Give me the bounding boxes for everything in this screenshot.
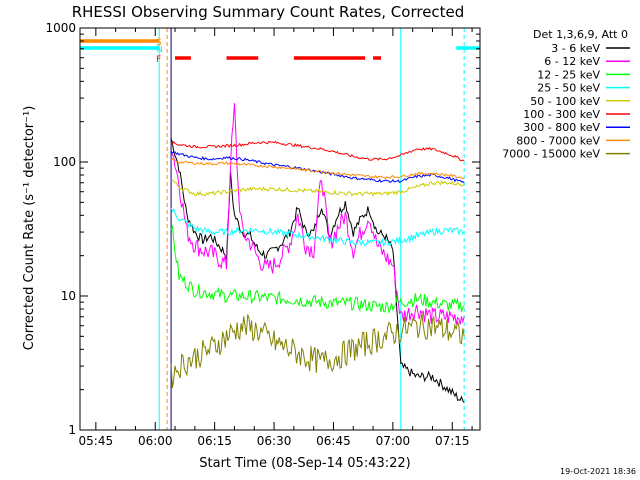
legend-label-5: 100 - 300 keV <box>523 108 600 121</box>
series-group <box>170 103 465 403</box>
legend-label-0: 3 - 6 keV <box>551 42 600 55</box>
legend-label-1: 6 - 12 keV <box>544 55 600 68</box>
series-line-3 <box>170 207 465 248</box>
series-line-0 <box>170 138 465 403</box>
legend-label-4: 50 - 100 keV <box>530 95 600 108</box>
y-axis-label: Corrected Count Rate (s⁻¹ detector⁻¹) <box>22 106 37 351</box>
series-line-6 <box>170 150 465 184</box>
series-line-7 <box>170 157 465 180</box>
legend-label-3: 25 - 50 keV <box>537 82 600 95</box>
y-tick-label-1: 10 <box>61 289 76 303</box>
y-tick-label-2: 100 <box>53 155 76 169</box>
series-line-4 <box>170 179 465 197</box>
flag-bars: SNF <box>80 38 480 65</box>
x-tick-label-6: 07:15 <box>435 434 470 448</box>
legend-label-2: 12 - 25 keV <box>537 68 600 81</box>
legend-label-7: 800 - 7000 keV <box>516 134 600 147</box>
legend-label-6: 300 - 800 keV <box>523 121 600 134</box>
series-line-8 <box>170 312 465 389</box>
axes: 05:45 06:00 06:15 06:30 06:45 07:00 07:15 1 10 10… <box>45 21 481 448</box>
flag-label-f: F <box>156 55 161 65</box>
y-tick-label-3: 1000 <box>45 21 76 35</box>
x-tick-label-3: 06:30 <box>257 434 292 448</box>
flag-label-n: N <box>156 45 163 55</box>
vertical-markers <box>158 28 465 430</box>
x-tick-label-5: 07:00 <box>376 434 411 448</box>
timestamp: 19-Oct-2021 18:36 <box>560 467 636 476</box>
legend-title: Det 1,3,6,9, Att 0 <box>533 28 628 41</box>
x-tick-label-4: 06:45 <box>316 434 351 448</box>
series-line-2 <box>170 225 465 315</box>
x-axis-label: Start Time (08-Sep-14 05:43:22) <box>199 456 410 471</box>
x-tick-label-2: 06:15 <box>197 434 232 448</box>
x-tick-label-1: 06:00 <box>138 434 173 448</box>
series-line-5 <box>170 140 465 162</box>
x-tick-label-0: 05:45 <box>79 434 114 448</box>
flag-label-s: S <box>156 38 162 48</box>
y-tick-label-0: 1 <box>68 423 76 437</box>
series-line-1 <box>170 103 465 325</box>
plot-frame <box>79 27 481 431</box>
legend-label-8: 7000 - 15000 keV <box>502 148 600 161</box>
chart-title: RHESSI Observing Summary Count Rates, Co… <box>72 3 465 21</box>
